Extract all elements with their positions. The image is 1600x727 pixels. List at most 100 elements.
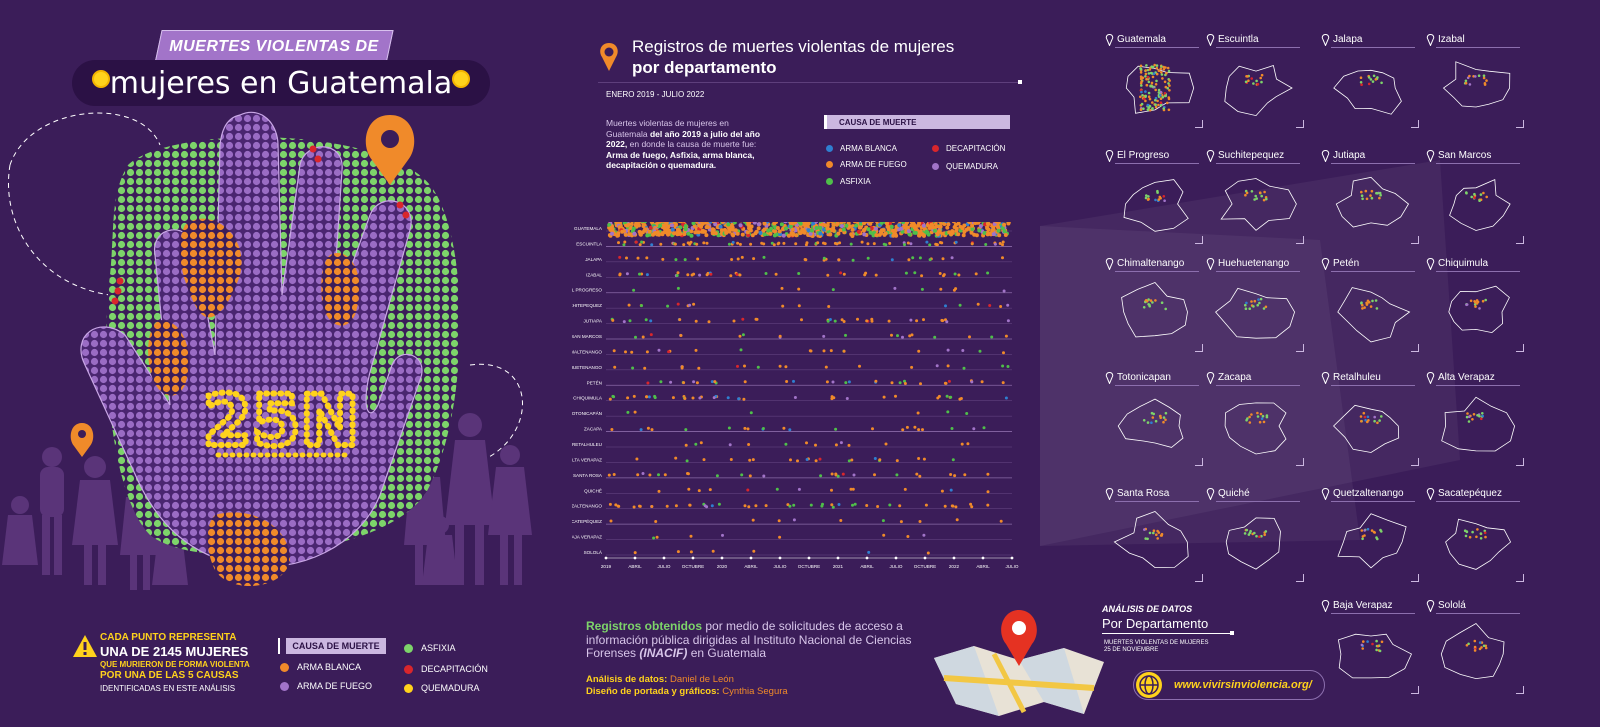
data-point [768,231,773,236]
x-tick-label: 2019 [601,564,612,569]
legend-item-arma-de-fuego: ARMA DE FUEGO [280,681,372,691]
data-point [645,350,649,354]
legend-item-arma-blanca: ARMA BLANCA [280,662,361,672]
data-point [946,410,950,414]
data-point [984,243,988,246]
data-point [895,459,899,463]
data-point [955,518,959,522]
row-dots [632,286,1006,293]
data-point [954,240,958,244]
data-point [741,333,745,337]
data-point [966,442,970,446]
data-point [726,396,730,400]
data-point [773,229,778,234]
desc-text: Muertes violentas de mujeres en Guatemal… [606,118,729,139]
department-cell: Totonicapan [1105,372,1205,472]
website-link[interactable] [1133,670,1325,700]
data-point [796,459,799,463]
pin-icon-large [365,115,415,185]
data-point [885,222,890,226]
data-point [942,273,946,277]
data-point [650,505,654,508]
x-tick-mark [691,556,695,560]
data-point [637,222,642,224]
data-point [769,226,774,231]
data-point [756,365,760,369]
department-cell: Izabal [1426,34,1526,134]
department-outline [1440,622,1505,680]
data-point [743,364,746,368]
data-point [655,230,660,235]
data-point [646,381,650,385]
data-point [730,225,735,230]
x-tick-mark [981,556,985,560]
department-name: Retalhuleu [1333,372,1381,383]
data-point [944,304,947,308]
data-point [715,225,720,230]
data-point [933,335,937,339]
data-point [630,350,634,354]
row-label: SOLOLÁ [584,549,603,555]
data-point [1004,334,1008,338]
data-point [777,229,782,234]
data-point [1001,243,1004,247]
cause-swatch [826,178,833,185]
data-point [784,365,788,369]
department-cell: Suchitepequez [1206,150,1306,250]
data-point [982,426,986,430]
data-point [675,274,679,277]
data-point [978,222,982,223]
data-point [944,222,948,223]
data-point [804,258,808,262]
data-point [644,318,648,322]
department-cell: San Marcos [1426,150,1526,250]
data-point [743,504,747,508]
data-point [814,222,819,224]
data-point [972,427,976,431]
cause-item-decapitacion: DECAPITACIÓN [932,144,1005,153]
data-point [946,364,950,368]
pin-icon [1206,258,1215,270]
row-label: SACATEPÉQUEZ [572,518,602,524]
data-point [833,319,837,323]
legend-heading: CAUSA DE MUERTE [286,638,386,654]
department-outline [1441,396,1516,452]
legend-note-line1: CADA PUNTO REPRESENTA [100,632,237,643]
data-point [933,222,938,226]
department-cell: Jalapa [1321,34,1421,134]
department-outline [1117,398,1184,448]
data-point [797,487,801,491]
cause-label: QUEMADURA [946,162,999,171]
pin-icon [1206,150,1215,162]
data-point [625,223,630,228]
data-point [625,272,629,276]
data-point [688,503,692,507]
data-point [645,273,649,277]
data-point [822,334,826,338]
data-point [909,222,914,224]
department-outline [1335,176,1410,228]
pin-icon [1206,372,1215,384]
data-point [766,228,771,233]
data-point [882,232,887,237]
department-name: Totonicapan [1117,372,1171,383]
data-point [886,225,891,229]
data-point [836,474,840,478]
data-point [660,232,665,237]
website-url[interactable]: www.vivirsinviolencia.org/ [1174,679,1312,691]
data-point [920,232,925,237]
data-point [827,305,831,308]
row-dots [607,222,1011,238]
data-point [830,488,833,492]
data-point [1004,396,1008,400]
data-point [869,226,874,231]
department-outline [1220,178,1297,231]
data-point [679,334,683,337]
legend-label: QUEMADURA [421,683,480,693]
data-point [797,272,801,275]
data-point [643,366,647,370]
data-point [737,397,741,401]
pin-icon [1321,600,1330,612]
data-point [754,504,758,508]
records-text: en Guatemala [687,646,767,660]
